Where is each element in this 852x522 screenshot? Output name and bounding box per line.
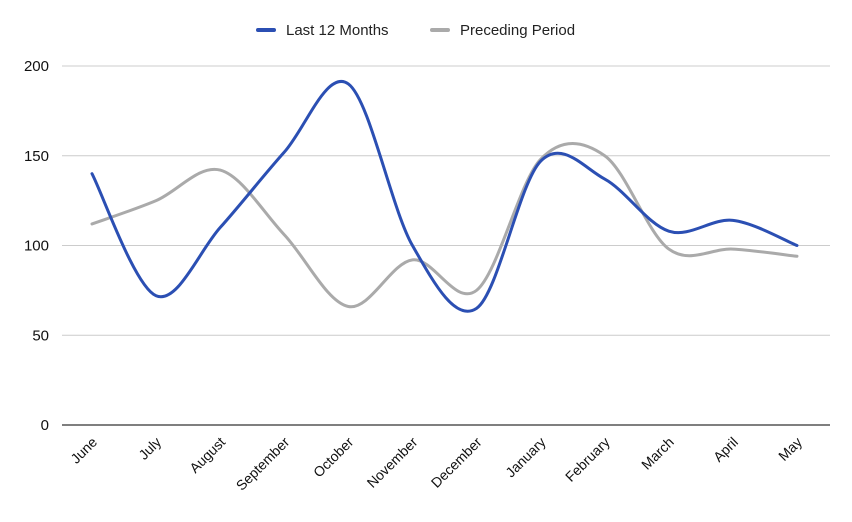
x-tick-label: February [562, 434, 613, 485]
gridlines [62, 65, 830, 426]
x-tick-label: July [135, 434, 164, 463]
y-tick-label: 150 [24, 148, 49, 165]
series-line-preceding-period [90, 142, 799, 309]
y-axis-ticks: 0 50 100 150 200 [24, 58, 49, 434]
x-tick-label: May [775, 434, 805, 464]
x-tick-label: March [638, 434, 677, 473]
legend-label: Preceding Period [460, 22, 575, 39]
x-tick-label: August [186, 434, 228, 476]
x-tick-label: October [310, 434, 357, 481]
x-tick-label: June [67, 434, 100, 467]
y-tick-label: 0 [41, 417, 49, 434]
series-line-last-12-months [90, 80, 799, 313]
legend: Last 12 Months Preceding Period [256, 22, 575, 39]
x-tick-label: April [710, 434, 741, 465]
x-tick-label: January [502, 434, 549, 481]
x-tick-label: November [364, 434, 421, 491]
y-tick-label: 200 [24, 58, 49, 75]
x-axis-ticks: June July August September October November De… [67, 434, 805, 494]
x-tick-label: December [428, 434, 485, 491]
legend-label: Last 12 Months [286, 22, 389, 39]
x-tick-label: September [233, 434, 293, 494]
series-lines [90, 80, 799, 313]
y-tick-label: 50 [32, 327, 49, 344]
y-tick-label: 100 [24, 238, 49, 255]
